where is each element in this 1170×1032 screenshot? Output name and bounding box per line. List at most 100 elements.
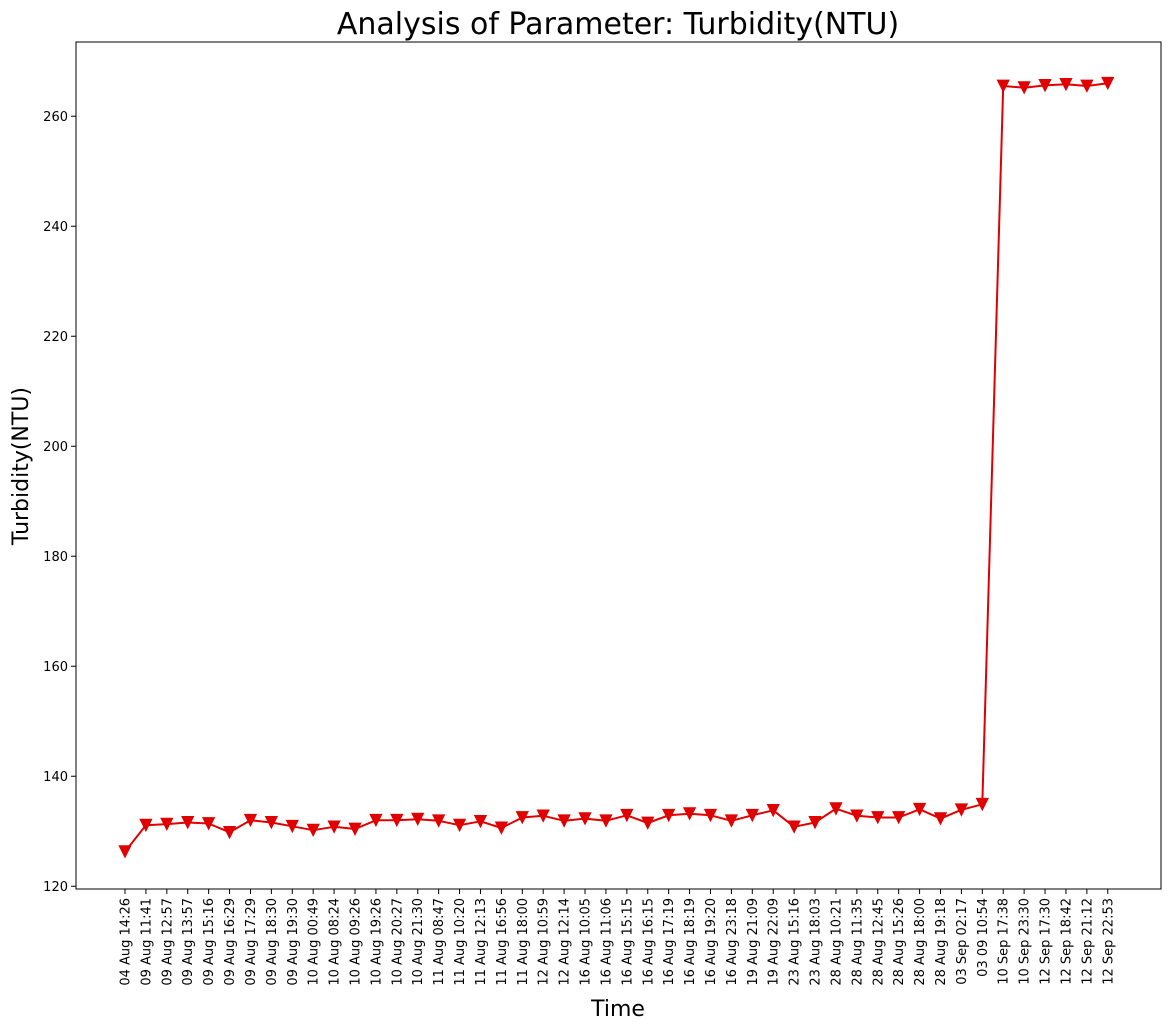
data-point <box>641 816 655 830</box>
x-axis-label: Time <box>590 997 645 1022</box>
data-point <box>724 814 739 828</box>
data-point <box>620 808 634 823</box>
y-tick-label: 240 <box>43 220 68 235</box>
x-tick-label: 03 Sep 02:17 <box>955 898 970 985</box>
data-point <box>327 820 341 834</box>
data-point <box>933 812 948 826</box>
x-tick-label: 10 Sep 23:30 <box>1018 898 1033 985</box>
x-tick-label: 11 Aug 12:13 <box>474 898 489 986</box>
data-point <box>682 807 697 821</box>
data-point <box>390 813 404 828</box>
x-tick-label: 10 Aug 20:27 <box>390 898 405 986</box>
data-point <box>871 811 885 825</box>
data-point <box>557 814 571 828</box>
data-point <box>829 802 843 816</box>
data-point <box>243 813 258 828</box>
y-tick-label: 260 <box>43 110 68 125</box>
data-point <box>996 79 1010 93</box>
y-tick-label: 120 <box>43 880 68 895</box>
y-tick-label: 200 <box>43 440 68 455</box>
data-point <box>515 811 529 825</box>
data-point <box>473 814 488 829</box>
x-tick-label: 09 Aug 13:57 <box>181 898 196 986</box>
x-tick-label: 10 Aug 08:24 <box>328 898 343 986</box>
x-axis: 04 Aug 14:26 09 Aug 11:41 09 Aug 12:57 09 A… <box>119 889 1116 986</box>
data-point <box>766 803 780 818</box>
x-tick-label: 11 Aug 18:00 <box>516 898 531 986</box>
x-tick-label: 28 Aug 15:26 <box>892 898 907 986</box>
x-tick-label: 10 Aug 19:26 <box>369 898 384 986</box>
x-tick-label: 16 Aug 15:15 <box>620 898 635 986</box>
x-tick-label: 09 Aug 17:29 <box>244 898 259 986</box>
data-point <box>432 814 446 828</box>
x-tick-label: 11 Aug 10:20 <box>453 898 468 986</box>
data-point <box>1038 79 1052 93</box>
series-line <box>124 82 1108 853</box>
x-tick-label: 10 Aug 21:30 <box>411 898 426 986</box>
y-tick-label: 220 <box>43 330 68 345</box>
x-tick-label: 12 Sep 17:30 <box>1039 898 1054 985</box>
data-point <box>1101 76 1115 91</box>
x-tick-label: 10 Aug 09:26 <box>349 898 364 986</box>
data-point <box>160 817 174 831</box>
x-tick-label: 11 Aug 08:47 <box>432 898 447 986</box>
x-tick-label: 16 Aug 16:15 <box>641 898 656 986</box>
x-tick-label: 09 Aug 15:16 <box>202 898 217 986</box>
data-point <box>892 811 906 825</box>
x-tick-label: 09 Aug 12:57 <box>160 898 175 986</box>
data-point <box>850 809 864 823</box>
x-tick-label: 09 Aug 16:29 <box>223 898 238 986</box>
data-point <box>369 813 383 828</box>
x-tick-label: 12 Sep 21:12 <box>1080 898 1095 985</box>
data-point <box>703 808 718 823</box>
x-tick-label: 19 Aug 22:09 <box>767 898 782 986</box>
x-tick-label: 12 Aug 12:14 <box>558 898 573 986</box>
x-tick-label: 19 Aug 21:09 <box>746 898 761 986</box>
y-tick-label: 140 <box>43 770 68 785</box>
x-tick-label: 12 Aug 10:59 <box>537 898 552 986</box>
data-point <box>411 812 425 827</box>
data-point <box>1017 81 1031 95</box>
data-point <box>306 823 320 838</box>
data-point <box>264 816 279 830</box>
x-tick-label: 04 Aug 14:26 <box>119 898 134 986</box>
data-point <box>494 821 509 835</box>
x-tick-label: 16 Aug 23:18 <box>725 898 740 986</box>
x-tick-label: 09 Aug 11:41 <box>139 898 154 986</box>
x-tick-label: 16 Aug 17:19 <box>662 898 677 986</box>
data-point <box>118 845 132 859</box>
x-tick-label: 09 Aug 18:30 <box>265 898 280 986</box>
y-tick-label: 180 <box>43 550 68 565</box>
x-tick-label: 11 Aug 16:56 <box>495 898 510 986</box>
x-tick-label: 28 Aug 18:00 <box>913 898 928 986</box>
data-point <box>662 808 676 823</box>
data-point <box>452 818 467 833</box>
y-axis: 120 140 160 180 200 220 240 260 <box>43 110 76 895</box>
x-tick-label: 10 Sep 17:38 <box>997 898 1012 985</box>
x-tick-label: 28 Aug 12:45 <box>871 898 886 986</box>
data-point <box>745 808 759 823</box>
data-point <box>954 803 969 817</box>
x-tick-label: 09 Aug 19:30 <box>286 898 301 986</box>
data-point <box>139 818 153 833</box>
data-point <box>912 802 927 817</box>
x-tick-label: 10 Aug 00:49 <box>307 898 322 986</box>
y-tick-label: 160 <box>43 660 68 675</box>
x-tick-label: 28 Aug 10:21 <box>829 898 844 986</box>
x-tick-label: 28 Aug 11:35 <box>850 898 865 986</box>
data-point <box>285 819 299 834</box>
data-point <box>348 822 362 836</box>
x-tick-label: 03 09 10:54 <box>976 898 991 977</box>
x-tick-label: 23 Aug 15:16 <box>788 898 803 986</box>
chart-title: Analysis of Parameter: Turbidity(NTU) <box>337 7 899 42</box>
x-tick-label: 16 Aug 19:20 <box>704 898 719 986</box>
data-point <box>201 817 216 831</box>
x-tick-label: 23 Aug 18:03 <box>809 898 824 986</box>
data-point <box>599 814 613 828</box>
x-tick-label: 16 Aug 11:06 <box>599 898 614 986</box>
x-tick-label: 16 Aug 10:05 <box>579 898 594 986</box>
data-point <box>1059 77 1073 92</box>
data-point <box>1080 79 1094 93</box>
data-point <box>181 816 195 830</box>
x-tick-label: 28 Aug 19:18 <box>934 898 949 986</box>
